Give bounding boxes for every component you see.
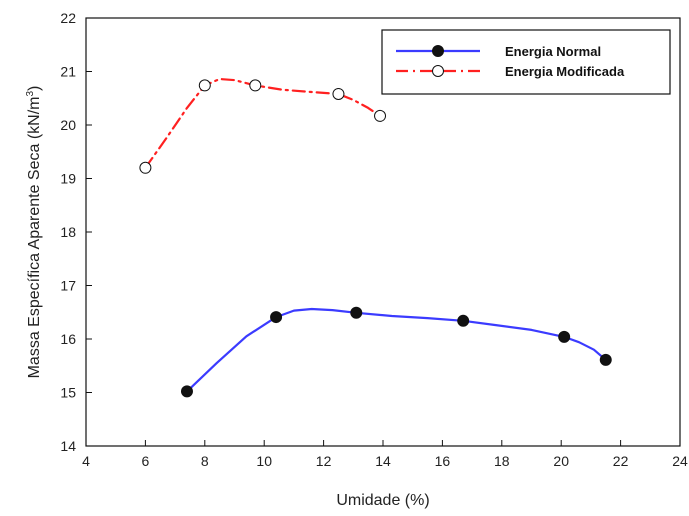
- x-tick-label: 22: [613, 453, 629, 469]
- plot-frame: [85, 17, 681, 447]
- y-axis-title-superscript: 3: [25, 90, 36, 96]
- data-point-energia-modificada: [139, 161, 152, 174]
- series-line-energia-normal: [185, 307, 607, 393]
- x-tick-label: 12: [316, 453, 332, 469]
- x-tick-label: 20: [553, 453, 569, 469]
- legend: Energia Normal Energia Modificada: [381, 29, 671, 95]
- x-tick-label: 4: [82, 453, 90, 469]
- data-point-energia-modificada: [198, 79, 211, 92]
- x-tick-label: 24: [672, 453, 688, 469]
- data-point-energia-modificada: [374, 109, 387, 122]
- data-point-energia-modificada: [249, 79, 262, 92]
- y-tick-label: 17: [60, 278, 76, 294]
- series-line-energia-modificada: [144, 77, 382, 169]
- x-tick-label: 18: [494, 453, 510, 469]
- y-tick-label: 21: [60, 64, 76, 80]
- x-tick-label: 6: [142, 453, 150, 469]
- y-tick-label: 22: [60, 10, 76, 26]
- legend-marker-energia-modificada: [432, 65, 444, 77]
- data-point-energia-normal: [457, 314, 470, 327]
- x-tick-label: 14: [375, 453, 391, 469]
- x-tick-label: 8: [201, 453, 209, 469]
- y-tick-label: 20: [60, 117, 76, 133]
- y-tick-label: 16: [60, 331, 76, 347]
- y-tick-label: 15: [60, 385, 76, 401]
- y-axis-title-main: Massa Específica Aparente Seca (kN/m: [26, 96, 43, 378]
- legend-label-energia-modificada: Energia Modificada: [505, 64, 625, 79]
- data-point-energia-modificada: [332, 87, 345, 100]
- data-point-energia-normal: [558, 330, 571, 343]
- series-markers: [139, 79, 612, 398]
- y-axis-title-close: ): [26, 86, 43, 91]
- y-tick-label: 14: [60, 438, 76, 454]
- data-point-energia-normal: [350, 306, 363, 319]
- data-point-energia-normal: [270, 311, 283, 324]
- series-lines: [144, 77, 607, 393]
- data-point-energia-normal: [599, 353, 612, 366]
- legend-marker-energia-normal: [432, 45, 444, 57]
- legend-box: [381, 29, 671, 95]
- legend-label-energia-normal: Energia Normal: [505, 44, 601, 59]
- y-tick-label: 19: [60, 171, 76, 187]
- x-tick-label: 16: [435, 453, 451, 469]
- x-tick-label: 10: [256, 453, 272, 469]
- y-axis-title: Massa Específica Aparente Seca (kN/m3): [25, 86, 43, 379]
- y-tick-label: 18: [60, 224, 76, 240]
- data-point-energia-normal: [180, 385, 193, 398]
- x-axis-title: Umidade (%): [336, 492, 429, 509]
